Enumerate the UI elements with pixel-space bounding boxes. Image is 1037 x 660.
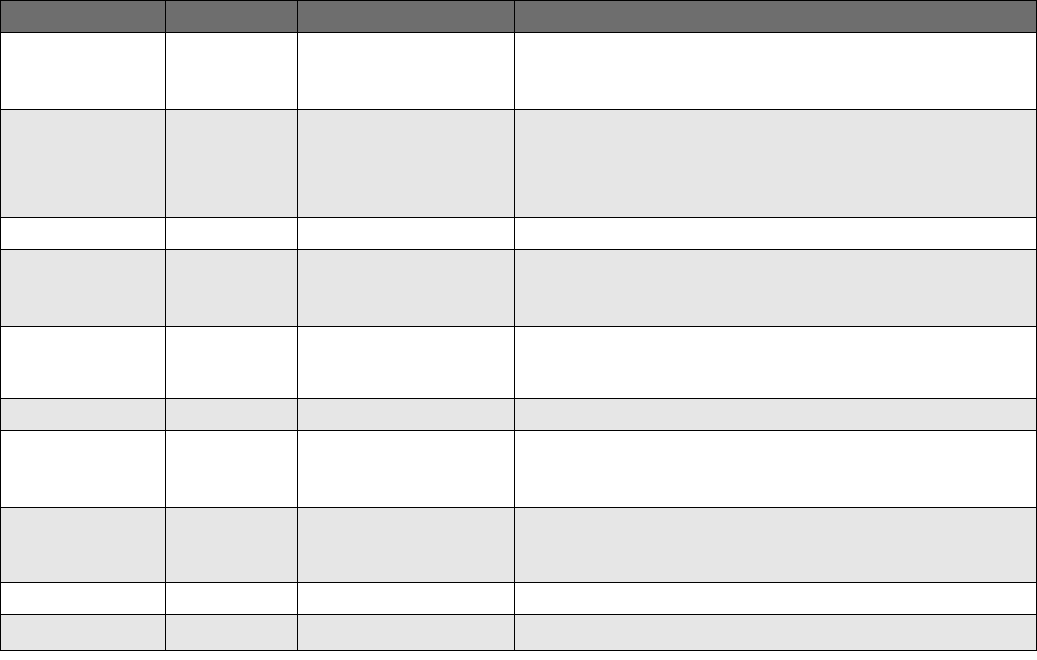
table-row[interactable]	[0, 430, 1037, 508]
table-cell[interactable]	[0, 507, 166, 583]
table-cell[interactable]	[0, 582, 166, 615]
table-row[interactable]	[0, 507, 1037, 583]
table-cell[interactable]	[297, 217, 515, 250]
table-cell[interactable]	[165, 614, 298, 651]
table-cell[interactable]	[297, 32, 515, 110]
table-cell[interactable]	[297, 249, 515, 327]
table-cell[interactable]	[297, 614, 515, 651]
table-cell[interactable]	[514, 582, 1037, 615]
table-cell[interactable]	[297, 398, 515, 431]
table-cell[interactable]	[514, 32, 1037, 110]
table-row[interactable]	[0, 217, 1037, 250]
table-cell[interactable]	[165, 249, 298, 327]
table-row[interactable]	[0, 32, 1037, 110]
column-header-4[interactable]	[514, 0, 1037, 33]
table-cell[interactable]	[514, 430, 1037, 508]
table-cell[interactable]	[514, 614, 1037, 651]
table-header	[0, 0, 1037, 33]
column-header-1[interactable]	[0, 0, 166, 33]
table-cell[interactable]	[0, 109, 166, 218]
table-cell[interactable]	[0, 430, 166, 508]
table-cell[interactable]	[165, 430, 298, 508]
table-cell[interactable]	[297, 582, 515, 615]
table-cell[interactable]	[514, 507, 1037, 583]
table-cell[interactable]	[165, 217, 298, 250]
table-cell[interactable]	[165, 109, 298, 218]
table-cell[interactable]	[0, 249, 166, 327]
table-cell[interactable]	[514, 249, 1037, 327]
column-header-2[interactable]	[165, 0, 298, 33]
table-cell[interactable]	[297, 326, 515, 399]
table-cell[interactable]	[0, 32, 166, 110]
table-cell[interactable]	[165, 326, 298, 399]
table-row[interactable]	[0, 582, 1037, 615]
table-header-row	[0, 0, 1037, 33]
table-cell[interactable]	[514, 398, 1037, 431]
table-cell[interactable]	[0, 398, 166, 431]
table-row[interactable]	[0, 398, 1037, 431]
column-header-3[interactable]	[297, 0, 515, 33]
table-cell[interactable]	[165, 32, 298, 110]
table-cell[interactable]	[514, 109, 1037, 218]
table-row[interactable]	[0, 614, 1037, 651]
table-cell[interactable]	[0, 326, 166, 399]
table-cell[interactable]	[297, 109, 515, 218]
table-row[interactable]	[0, 326, 1037, 399]
table-cell[interactable]	[514, 217, 1037, 250]
table-row[interactable]	[0, 249, 1037, 327]
table-cell[interactable]	[0, 614, 166, 651]
table-cell[interactable]	[165, 398, 298, 431]
table-body	[0, 32, 1037, 651]
table-cell[interactable]	[514, 326, 1037, 399]
table-cell[interactable]	[165, 507, 298, 583]
table-cell[interactable]	[297, 507, 515, 583]
table-cell[interactable]	[165, 582, 298, 615]
table-cell[interactable]	[0, 217, 166, 250]
table-row[interactable]	[0, 109, 1037, 218]
table-cell[interactable]	[297, 430, 515, 508]
